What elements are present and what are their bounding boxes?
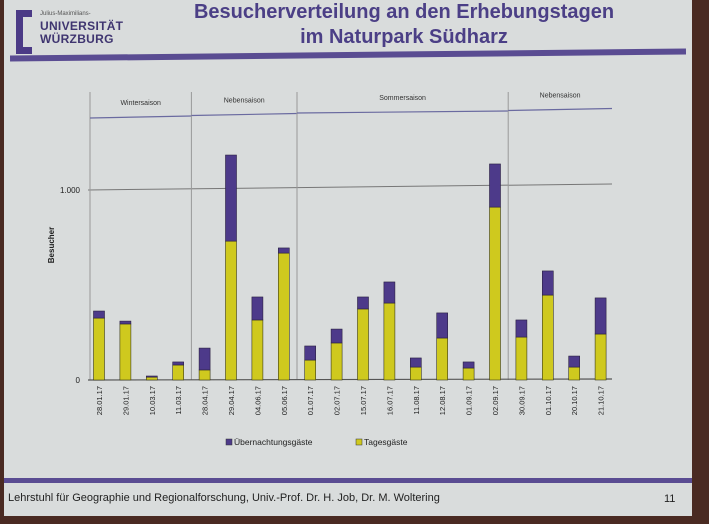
- x-tick-label: 05.06.17: [280, 386, 289, 415]
- legend-label: Übernachtungsgäste: [234, 437, 313, 447]
- bar-uebernachtungsgaeste: [515, 319, 528, 338]
- bar-tagesgaeste: [304, 359, 317, 381]
- legend-label: Tagesgäste: [364, 437, 408, 447]
- legend-swatch: [225, 438, 233, 446]
- season-range-arrow: [89, 115, 192, 119]
- x-tick-label: 28.01.17: [95, 386, 104, 415]
- bar-uebernachtungsgaeste: [357, 296, 369, 310]
- logo-small-text: Julius-Maximilians-: [40, 11, 91, 17]
- bar-tagesgaeste: [383, 302, 396, 381]
- bar-uebernachtungsgaeste: [436, 312, 449, 339]
- bar-tagesgaeste: [330, 342, 343, 381]
- x-tick-label: 04.06.17: [253, 386, 262, 415]
- bar-tagesgaeste: [93, 317, 105, 381]
- title-line2: im Naturpark Südharz: [300, 26, 508, 48]
- logo-bracket-icon: [16, 10, 32, 54]
- bar-uebernachtungsgaeste: [541, 270, 554, 296]
- bar-tagesgaeste: [357, 308, 369, 381]
- bar-uebernachtungsgaeste: [93, 310, 105, 319]
- bar-tagesgaeste: [436, 337, 449, 381]
- bar-tagesgaeste: [462, 367, 475, 381]
- x-tick-label: 01.07.17: [306, 386, 315, 415]
- slide-title: Besucherverteilung an den Erhebungstagen…: [144, 0, 664, 50]
- x-tick-label: 01.10.17: [544, 386, 553, 415]
- x-tick-label: 11.03.17: [174, 386, 183, 415]
- x-tick-label: 20.10.17: [570, 386, 579, 415]
- logo-line1: UNIVERSITÄT: [40, 19, 124, 33]
- x-tick-label: 11.08.17: [412, 386, 421, 415]
- gridline: [87, 183, 613, 191]
- bar-tagesgaeste: [172, 364, 184, 381]
- x-tick-label: 15.07.17: [359, 386, 368, 415]
- season-range-arrow: [296, 110, 509, 114]
- logo-line2: WÜRZBURG: [40, 32, 114, 46]
- y-tick-label: 1.000: [60, 186, 81, 195]
- bar-tagesgaeste: [568, 366, 581, 381]
- season-label: Nebensaison: [540, 93, 581, 100]
- legend-swatch: [355, 438, 363, 446]
- season-range-arrow: [508, 107, 613, 112]
- bar-uebernachtungsgaeste: [568, 355, 581, 368]
- season-label: Wintersaison: [120, 100, 161, 107]
- bar-tagesgaeste: [409, 366, 422, 381]
- season-range-arrow: [191, 112, 298, 117]
- slide: Julius-Maximilians- UNIVERSITÄT WÜRZBURG…: [4, 0, 692, 516]
- x-tick-label: 02.07.17: [333, 386, 342, 415]
- x-tick-label: 30.09.17: [517, 386, 526, 415]
- footer-text: Lehrstuhl für Geographie und Regionalfor…: [8, 492, 440, 504]
- x-tick-label: 02.09.17: [491, 386, 500, 415]
- season-label: Sommersaison: [379, 95, 426, 102]
- bar-tagesgaeste: [594, 333, 607, 381]
- bar-uebernachtungsgaeste: [198, 347, 211, 371]
- x-tick-label: 29.01.17: [121, 386, 130, 415]
- bar-uebernachtungsgaeste: [251, 296, 264, 321]
- season-label: Nebensaison: [224, 98, 265, 105]
- page-number: 11: [664, 493, 676, 505]
- bar-uebernachtungsgaeste: [594, 297, 607, 335]
- bar-uebernachtungsgaeste: [383, 281, 396, 304]
- bar-tagesgaeste: [489, 206, 501, 381]
- title-line1: Besucherverteilung an den Erhebungstagen: [193, 1, 615, 23]
- bar-tagesgaeste: [119, 323, 132, 381]
- bar-uebernachtungsgaeste: [146, 375, 158, 378]
- bar-uebernachtungsgaeste: [277, 247, 290, 254]
- bar-tagesgaeste: [251, 319, 264, 381]
- x-tick-label: 12.08.17: [438, 386, 447, 415]
- bar-uebernachtungsgaeste: [330, 328, 343, 344]
- footer-divider: [4, 478, 692, 483]
- bar-uebernachtungsgaeste: [172, 361, 184, 366]
- x-tick-label: 01.09.17: [465, 386, 474, 415]
- x-tick-label: 21.10.17: [597, 386, 606, 415]
- x-axis: [87, 378, 613, 381]
- bar-tagesgaeste: [541, 294, 554, 381]
- university-logo: Julius-Maximilians- UNIVERSITÄT WÜRZBURG: [16, 10, 126, 56]
- bar-uebernachtungsgaeste: [119, 320, 132, 325]
- bar-uebernachtungsgaeste: [225, 154, 237, 242]
- bar-uebernachtungsgaeste: [489, 163, 501, 208]
- bar-uebernachtungsgaeste: [409, 357, 422, 368]
- y-axis-label: Besucher: [47, 227, 56, 263]
- x-tick-label: 10.03.17: [148, 386, 157, 415]
- y-tick-label: 0: [76, 376, 81, 385]
- bar-tagesgaeste: [515, 336, 528, 381]
- bar-tagesgaeste: [277, 252, 290, 381]
- x-tick-label: 28.04.17: [201, 386, 210, 415]
- x-tick-label: 29.04.17: [227, 386, 236, 415]
- bar-tagesgaeste: [225, 240, 237, 381]
- bar-tagesgaeste: [146, 376, 158, 381]
- bar-uebernachtungsgaeste: [304, 345, 317, 361]
- bar-uebernachtungsgaeste: [462, 361, 475, 369]
- bar-tagesgaeste: [198, 369, 211, 381]
- x-tick-label: 16.07.17: [385, 386, 394, 415]
